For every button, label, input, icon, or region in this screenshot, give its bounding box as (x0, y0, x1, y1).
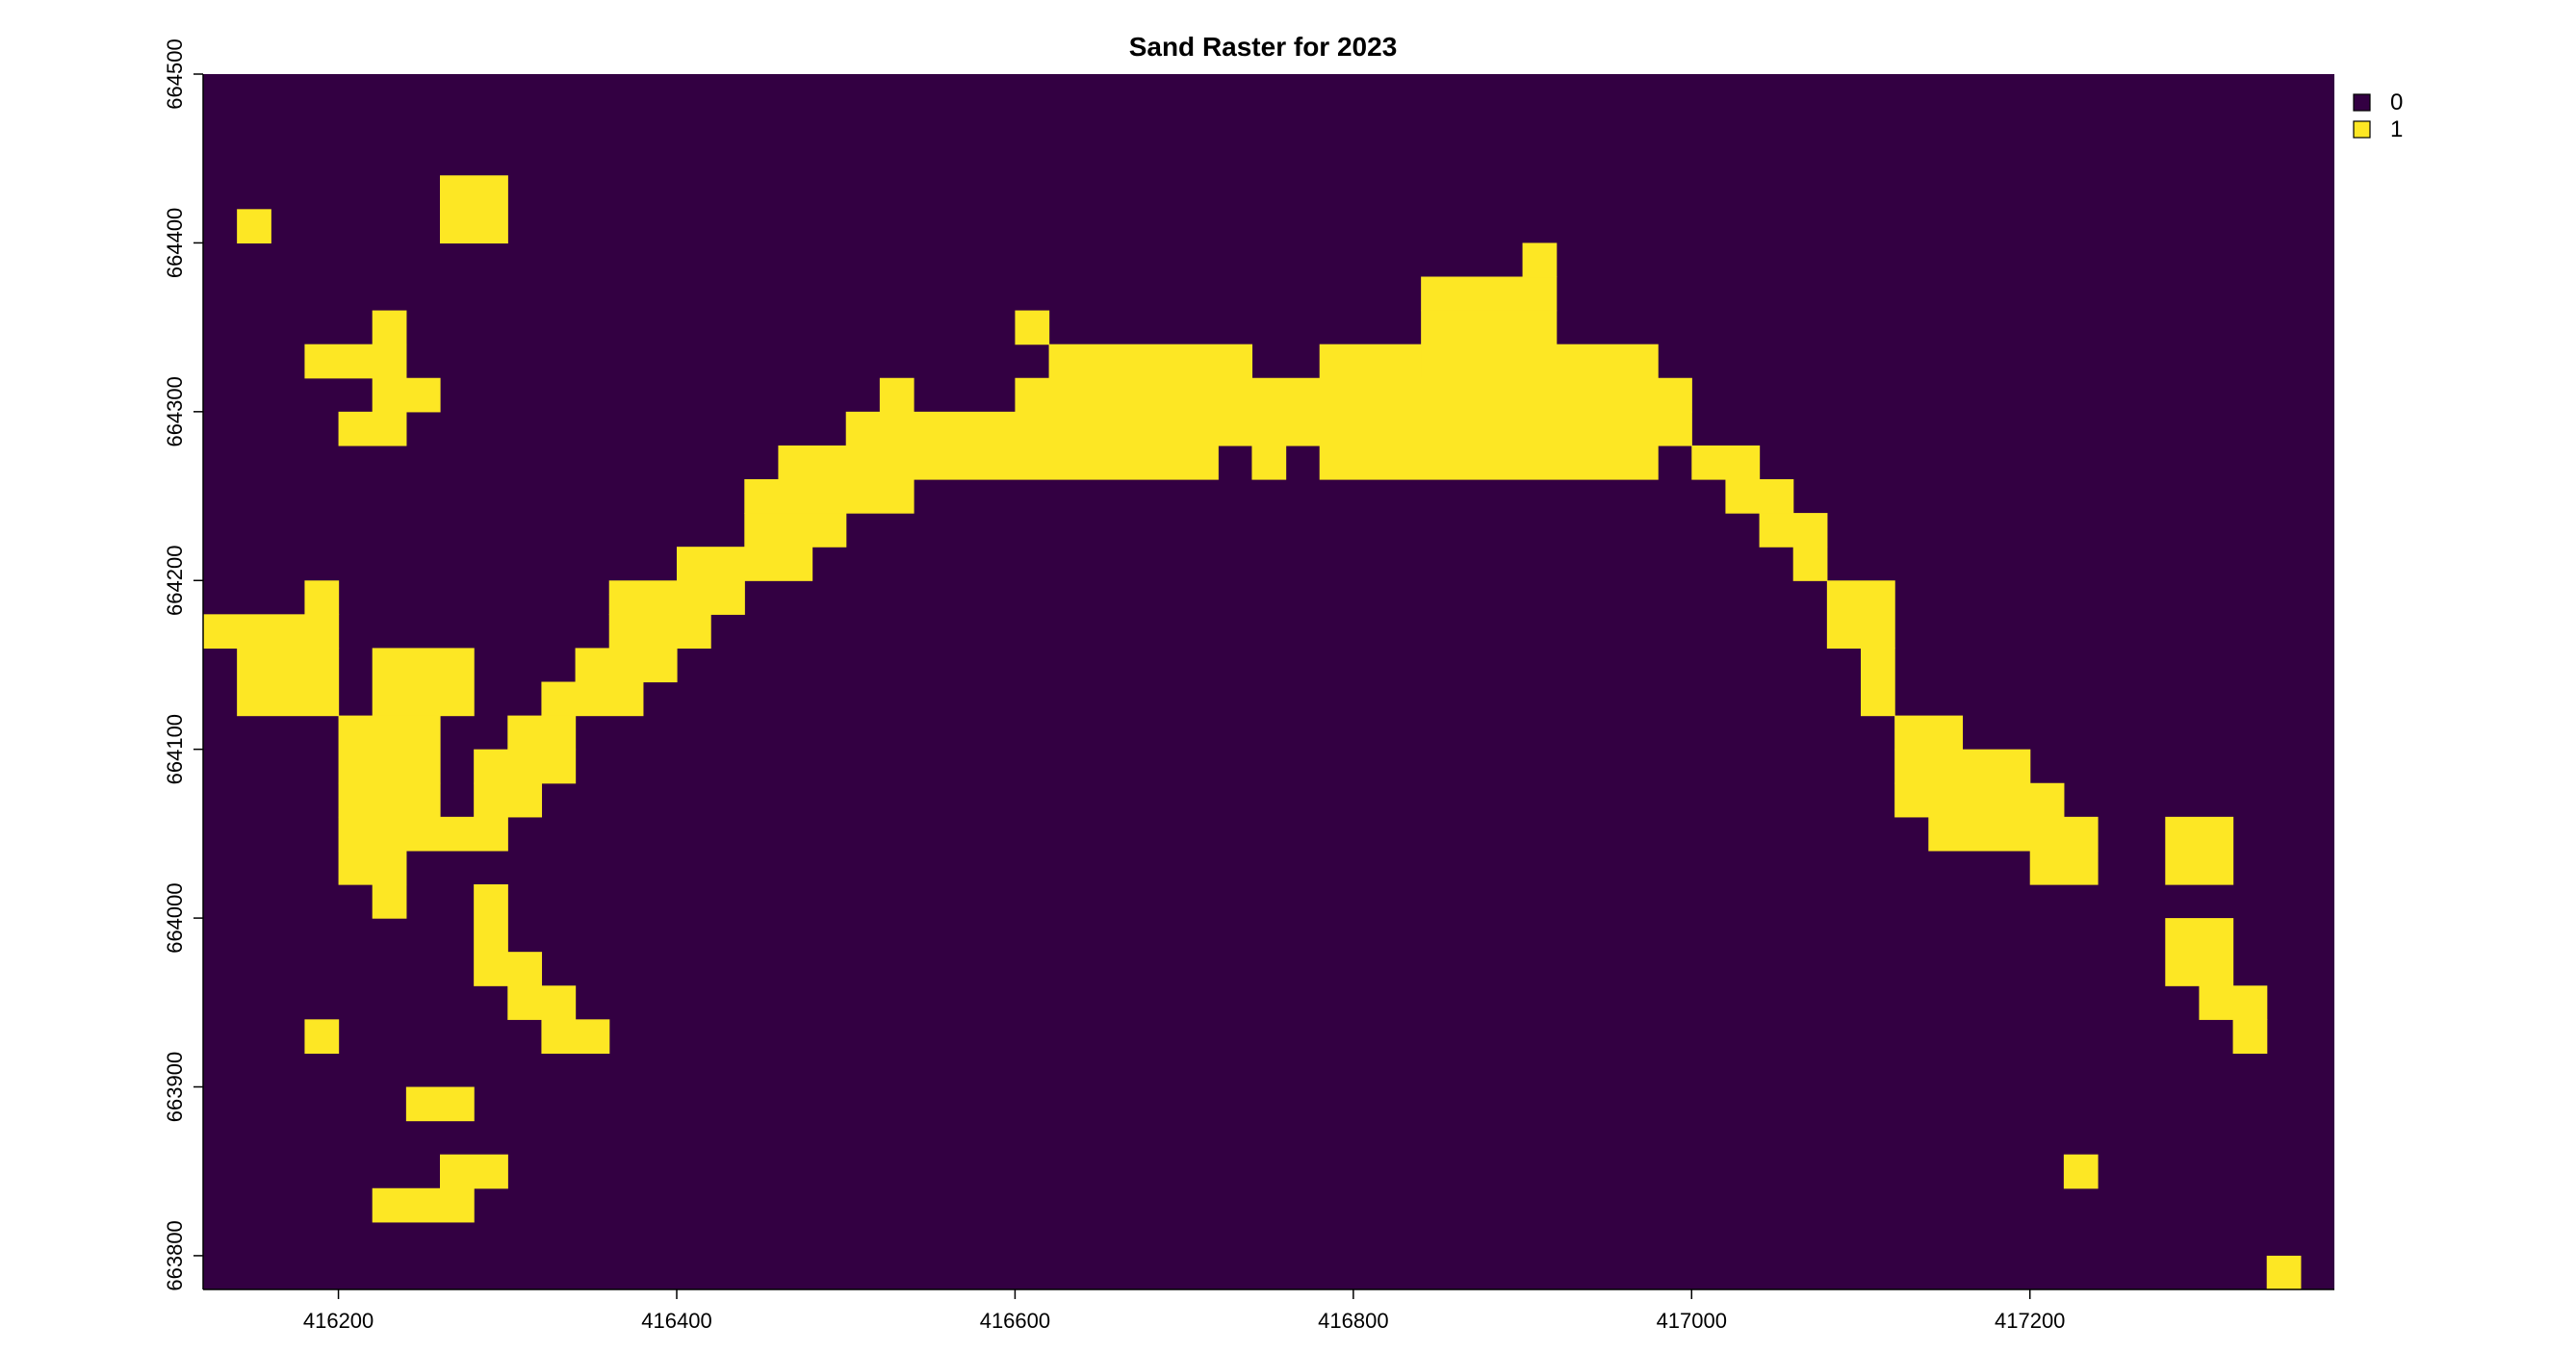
sand-cell (845, 445, 1219, 480)
y-tick-label: 664000 (163, 882, 187, 953)
sand-cell (1556, 344, 1659, 379)
sand-cell (541, 681, 644, 717)
raster-background (203, 74, 2334, 1289)
y-tick-label: 664500 (163, 38, 187, 109)
x-tick-label: 416200 (303, 1309, 374, 1333)
sand-cell (1894, 715, 1964, 751)
sand-cell (474, 884, 508, 986)
y-tick-label: 664300 (163, 376, 187, 446)
sand-cell (2029, 850, 2099, 885)
sand-cell (2165, 918, 2234, 986)
legend-swatch (2353, 120, 2371, 139)
sand-cell (575, 648, 678, 683)
legend-label: 1 (2390, 116, 2403, 142)
sand-cell (1048, 344, 1253, 379)
y-tick-label: 663900 (163, 1052, 187, 1122)
legend-label: 0 (2390, 89, 2403, 115)
sand-cell (372, 648, 475, 717)
sand-cell (507, 985, 577, 1020)
sand-cell (2165, 816, 2234, 885)
sand-cell (541, 1019, 610, 1055)
sand-cell (338, 411, 407, 446)
legend: 01 (2353, 89, 2403, 142)
sand-cell (2199, 985, 2268, 1020)
sand-cell (2063, 1154, 2099, 1189)
sand-cell (372, 310, 407, 345)
sand-cell (778, 445, 847, 480)
sand-cell (304, 1019, 340, 1055)
sand-cell (1522, 242, 1558, 278)
sand-cell (1691, 445, 1761, 480)
sand-cell (1015, 377, 1692, 413)
chart-title: Sand Raster for 2023 (1129, 32, 1398, 62)
sand-cell (1894, 749, 2031, 784)
y-tick-label: 664100 (163, 714, 187, 784)
sand-cell (304, 344, 407, 379)
sand-cell (507, 715, 577, 751)
sand-cell (2232, 1019, 2268, 1055)
sand-cell (237, 209, 271, 244)
sand-cell (677, 547, 813, 581)
sand-cell (845, 411, 1692, 446)
sand-cell (372, 884, 407, 919)
sand-cell (608, 580, 745, 615)
sand-cell (1928, 816, 2099, 852)
sand-cell (372, 1187, 475, 1223)
x-tick-label: 417000 (1657, 1309, 1727, 1333)
sand-cell (1792, 547, 1828, 581)
sand-cell (338, 782, 441, 818)
sand-cell (1861, 648, 1895, 717)
sand-cell (405, 1086, 475, 1122)
sand-cell (1759, 513, 1828, 548)
sand-cell (1421, 310, 1558, 379)
y-tick-label: 664400 (163, 208, 187, 278)
sand-cell (474, 782, 543, 818)
sand-cell (1319, 445, 1659, 480)
sand-cell (608, 614, 711, 650)
sand-cell (474, 749, 577, 784)
sand-cell (440, 1154, 508, 1189)
sand-cell (338, 715, 441, 784)
sand-cell (1319, 344, 1422, 379)
sand-cell (2266, 1255, 2302, 1290)
sand-cell (203, 614, 340, 650)
sand-cell (1725, 479, 1794, 514)
sand-cell (1894, 782, 2065, 818)
sand-cell (879, 377, 914, 413)
sand-cell (372, 377, 441, 413)
sand-cell (1015, 310, 1050, 345)
x-tick-label: 416800 (1318, 1309, 1388, 1333)
x-axis: 416200 416400 416600 416800 417000 417200 (203, 1288, 2334, 1333)
y-tick-label: 663800 (163, 1220, 187, 1290)
sand-cell (237, 648, 340, 717)
sand-cell (1826, 580, 1895, 650)
sand-cell (338, 850, 407, 885)
y-tick-label: 664200 (163, 546, 187, 616)
y-axis: 663800 663900 664000 664100 664200 664300 6644… (163, 38, 204, 1291)
sand-cell (338, 816, 508, 852)
sand-cell (1251, 445, 1287, 480)
legend-swatch (2353, 93, 2371, 112)
sand-cell (1421, 276, 1558, 312)
sand-cell (507, 952, 543, 986)
sand-cell (744, 513, 847, 548)
sand-cell (440, 175, 508, 244)
x-tick-label: 417200 (1995, 1309, 2065, 1333)
x-tick-label: 416600 (980, 1309, 1050, 1333)
sand-cell (744, 479, 914, 514)
x-tick-label: 416400 (641, 1309, 711, 1333)
raster-cells (203, 175, 2302, 1290)
sand-cell (304, 580, 340, 615)
